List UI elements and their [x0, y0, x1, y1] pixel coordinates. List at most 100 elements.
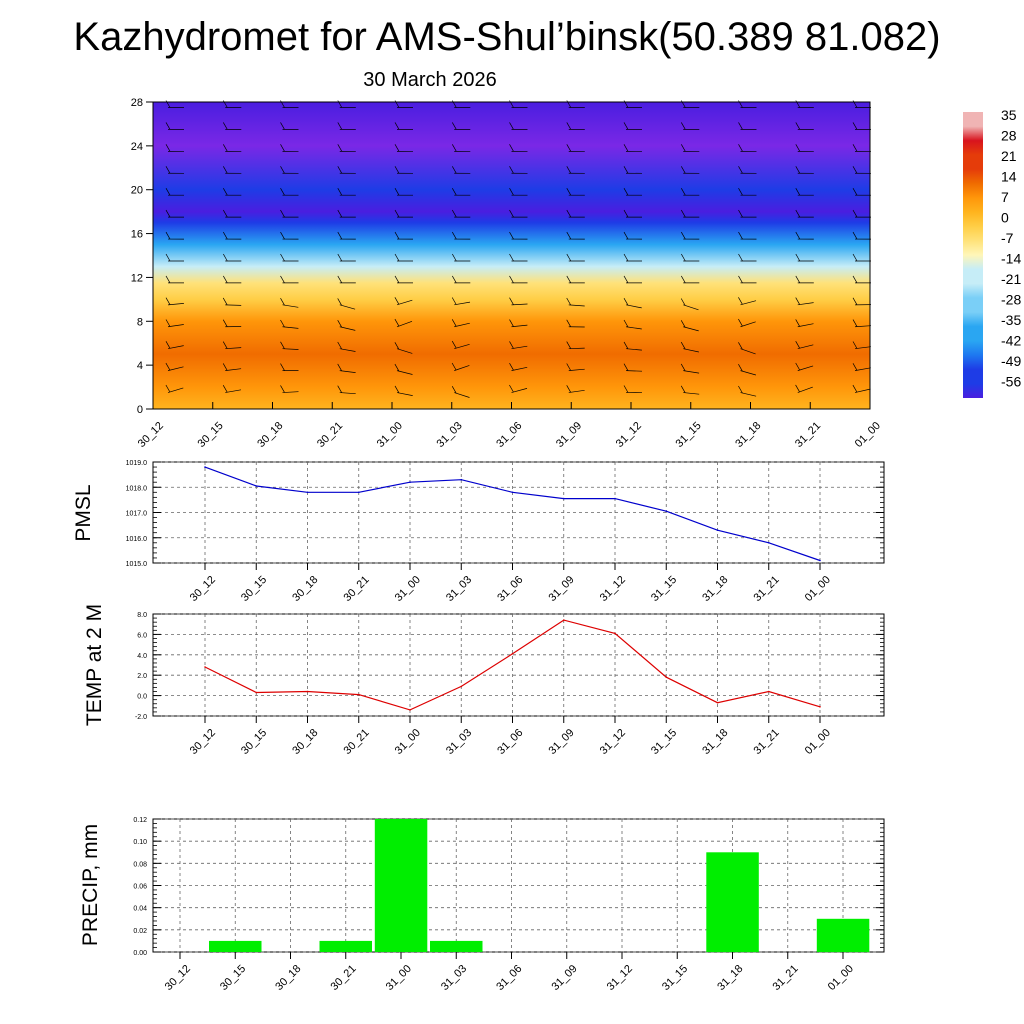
- wind-barb-flag: [337, 144, 343, 152]
- x-tick-label: 30_21: [342, 727, 372, 757]
- section-x-tick-label: 31_12: [614, 420, 644, 450]
- wind-barb-shaft: [511, 388, 528, 393]
- wind-barb-shaft: [396, 370, 413, 375]
- wind-barb-shaft: [339, 348, 356, 352]
- wind-barb-shaft: [339, 326, 356, 331]
- wind-barb-flag: [623, 144, 629, 152]
- x-tick-label: 31_18: [700, 574, 730, 604]
- x-tick-label: 31_15: [649, 574, 679, 604]
- wind-barb-flag: [394, 166, 400, 174]
- wind-barb-flag: [394, 253, 400, 262]
- wind-barb-flag: [852, 188, 858, 196]
- temp-frame: [152, 613, 885, 717]
- x-tick-label: 01_00: [803, 727, 833, 757]
- wind-barb-shaft: [797, 386, 813, 393]
- x-tick-label: 31_03: [439, 963, 469, 993]
- x-tick-label: 30_21: [342, 574, 372, 604]
- wind-barb-flag: [623, 209, 629, 218]
- wind-barb-flag: [451, 362, 457, 371]
- y-tick-label: 0.06: [133, 884, 147, 891]
- colorbar: 35 28 21 14 7 0 -7 -14 -21 -28 -35 -42 -49 -56: [963, 107, 1021, 398]
- wind-barb-shaft: [339, 370, 356, 373]
- temp-grid: [153, 613, 884, 717]
- wind-barb-flag: [795, 209, 801, 218]
- x-tick-label: 31_00: [393, 574, 423, 604]
- y-tick-label: 2.0: [137, 673, 147, 680]
- y-tick-label: 0.04: [133, 906, 147, 913]
- pmsl-grid: [153, 461, 884, 564]
- wind-barb-flag: [852, 319, 858, 327]
- section-x-tick-label: 31_09: [554, 420, 584, 450]
- wind-barb-flag: [795, 297, 801, 305]
- wind-barb-flag: [623, 122, 629, 130]
- colorbar-label: -35: [1001, 312, 1021, 328]
- wind-barb-shaft: [797, 344, 814, 350]
- wind-barb-shaft: [167, 366, 184, 371]
- wind-barb-flag: [509, 166, 514, 174]
- pmsl-ylabel: PMSL: [72, 484, 95, 541]
- wind-barb-flag: [280, 298, 285, 306]
- wind-barb-flag: [852, 297, 858, 305]
- wind-barb-flag: [394, 342, 400, 350]
- wind-barb-flag: [795, 384, 800, 393]
- wind-barb-flag: [623, 319, 629, 328]
- pmsl-point: [563, 497, 565, 500]
- wind-barb-flag: [280, 253, 285, 262]
- x-tick-label: 31_06: [495, 574, 525, 604]
- x-tick-label: 30_15: [239, 574, 269, 604]
- wind-barb-flag: [280, 188, 285, 196]
- pmsl-point: [306, 491, 309, 494]
- wind-barb-flag: [566, 275, 572, 284]
- x-tick-label: 31_00: [384, 963, 414, 993]
- section-y-tick-label: 4: [137, 360, 143, 372]
- chart-subtitle: 30 March 2026: [363, 69, 496, 91]
- section-x-tick-label: 31_00: [375, 420, 405, 450]
- wind-barb-shaft: [167, 303, 184, 306]
- wind-barb-flag: [680, 253, 686, 262]
- wind-barb-flag: [509, 188, 514, 196]
- wind-barb-flag: [566, 231, 572, 240]
- wind-barb-flag: [680, 144, 686, 152]
- wind-barb-shaft: [683, 370, 700, 374]
- wind-barb-flag: [509, 275, 514, 284]
- wind-barb-shaft: [167, 324, 184, 328]
- y-tick-label: 0.12: [133, 817, 147, 824]
- wind-barb-flag: [165, 297, 171, 305]
- wind-barb-flag: [795, 122, 801, 130]
- wind-barb-flag: [680, 341, 686, 350]
- wind-barb-flag: [738, 253, 743, 262]
- wind-barb-flag: [222, 341, 228, 349]
- wind-barb-flag: [222, 188, 228, 196]
- precip-bar: [319, 940, 372, 952]
- wind-barb-flag: [795, 319, 801, 327]
- wind-barb-shaft: [396, 320, 413, 328]
- wind-barb-flag: [451, 144, 457, 152]
- temp-2m-point: [768, 690, 770, 693]
- section-x-tick-label: 31_18: [733, 420, 763, 450]
- wind-barb-flag: [222, 363, 228, 371]
- wind-barb-flag: [337, 166, 343, 174]
- wind-barb-flag: [623, 275, 629, 284]
- x-tick-label: 31_09: [547, 574, 577, 604]
- y-tick-label: 0.02: [133, 928, 147, 935]
- wind-barb-shaft: [454, 392, 470, 398]
- x-tick-label: 30_12: [188, 574, 218, 604]
- wind-barb-flag: [738, 231, 743, 240]
- section-y-tick-label: 16: [131, 229, 143, 241]
- wind-barb-flag: [222, 231, 228, 240]
- wind-barb-shaft: [740, 300, 757, 306]
- pmsl-point: [819, 559, 821, 562]
- wind-barb-flag: [680, 166, 686, 174]
- colorbar-fill: [963, 112, 983, 398]
- wind-barb-shaft: [683, 392, 700, 395]
- wind-barb-shaft: [454, 322, 470, 328]
- wind-barb-shaft: [854, 325, 872, 328]
- wind-barb-flag: [852, 363, 858, 371]
- wind-barb-flag: [680, 231, 686, 240]
- temp-2m-point: [306, 690, 309, 693]
- wind-barb-flag: [394, 297, 400, 305]
- colorbar-label: 28: [1001, 128, 1017, 144]
- pmsl-point: [358, 491, 360, 494]
- wind-barb-flag: [280, 144, 285, 152]
